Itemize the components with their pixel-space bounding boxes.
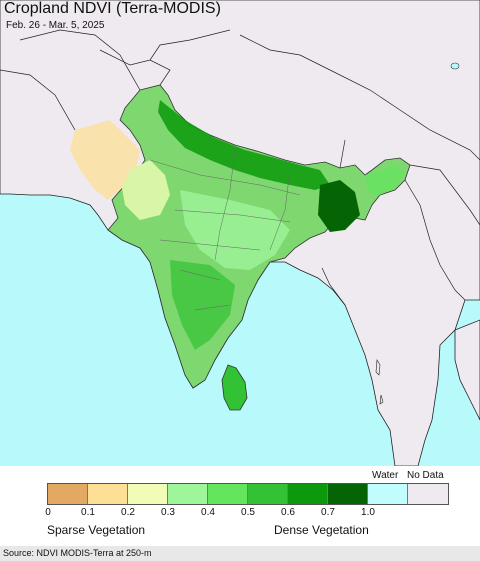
state-boundaries — [149, 149, 301, 311]
deccan-mosaic — [170, 260, 235, 350]
bengal-dense — [318, 180, 360, 232]
legend-swatch — [328, 484, 368, 504]
legend-tick-label: 0.1 — [81, 507, 95, 518]
legend-swatch — [128, 484, 168, 504]
sparse-vegetation-label: Sparse Vegetation — [47, 523, 146, 537]
sparse-region-west — [70, 120, 140, 200]
legend-tick-label: 0.4 — [201, 507, 215, 518]
legend-tick-label: 0.6 — [281, 507, 295, 518]
legend-tick-label: 0 — [45, 507, 51, 518]
legend-tick-label: 0.3 — [161, 507, 175, 518]
country-borders — [0, 29, 480, 306]
legend-swatch — [288, 484, 328, 504]
legend-tick-label: 1.0 — [361, 507, 375, 518]
gangetic-dense — [158, 100, 330, 190]
legend-colorbar — [47, 483, 449, 505]
legend: Water No Data 0 0.1 0.2 0.3 0.4 0.5 0.6 0.7 1.0 … — [0, 466, 480, 548]
legend-swatch — [48, 484, 88, 504]
date-range: Feb. 26 - Mar. 5, 2025 — [6, 20, 105, 31]
legend-swatch — [168, 484, 208, 504]
legend-swatch — [408, 484, 448, 504]
lake — [450, 62, 460, 70]
nodata-label: No Data — [407, 470, 444, 481]
east-cropland — [365, 165, 405, 196]
legend-tick-label: 0.5 — [241, 507, 255, 518]
legend-swatch — [88, 484, 128, 504]
andaman-islands — [375, 359, 384, 405]
water-label: Water — [372, 470, 399, 481]
ndvi-map — [0, 0, 480, 466]
legend-tick-label: 0.2 — [121, 507, 135, 518]
legend-tick-label: 0.7 — [321, 507, 335, 518]
legend-swatch — [208, 484, 248, 504]
legend-swatch — [248, 484, 288, 504]
southeast-landmass — [454, 319, 480, 421]
thar-region — [122, 160, 170, 220]
sri-lanka — [221, 364, 248, 411]
central-mosaic — [180, 190, 290, 270]
source-note: Source: NDVI MODIS-Terra at 250-m — [0, 546, 480, 561]
legend-swatch — [368, 484, 408, 504]
dense-vegetation-label: Dense Vegetation — [274, 523, 369, 537]
map-title: Cropland NDVI (Terra-MODIS) — [4, 0, 221, 17]
